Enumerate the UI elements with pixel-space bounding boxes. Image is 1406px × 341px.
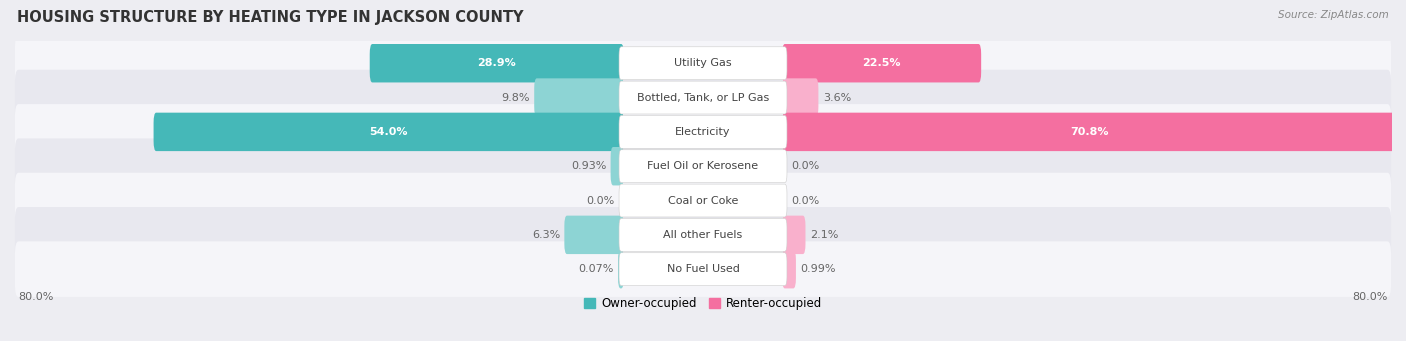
Text: 0.0%: 0.0%: [586, 195, 614, 206]
Text: 80.0%: 80.0%: [1353, 292, 1388, 302]
Text: Electricity: Electricity: [675, 127, 731, 137]
Text: Utility Gas: Utility Gas: [675, 58, 731, 68]
Text: No Fuel Used: No Fuel Used: [666, 264, 740, 274]
Text: 0.07%: 0.07%: [578, 264, 613, 274]
FancyBboxPatch shape: [782, 113, 1398, 151]
FancyBboxPatch shape: [15, 241, 1391, 297]
FancyBboxPatch shape: [153, 113, 624, 151]
FancyBboxPatch shape: [619, 81, 787, 114]
FancyBboxPatch shape: [564, 216, 624, 254]
Text: Bottled, Tank, or LP Gas: Bottled, Tank, or LP Gas: [637, 92, 769, 103]
Text: All other Fuels: All other Fuels: [664, 230, 742, 240]
Text: 0.0%: 0.0%: [792, 161, 820, 171]
FancyBboxPatch shape: [15, 70, 1391, 125]
Text: 54.0%: 54.0%: [370, 127, 408, 137]
FancyBboxPatch shape: [619, 219, 787, 251]
Text: 22.5%: 22.5%: [862, 58, 901, 68]
Text: 0.0%: 0.0%: [792, 195, 820, 206]
FancyBboxPatch shape: [782, 44, 981, 83]
Text: 2.1%: 2.1%: [810, 230, 838, 240]
FancyBboxPatch shape: [15, 173, 1391, 228]
FancyBboxPatch shape: [619, 116, 787, 148]
Text: 80.0%: 80.0%: [18, 292, 53, 302]
Text: 0.99%: 0.99%: [800, 264, 835, 274]
FancyBboxPatch shape: [15, 104, 1391, 160]
FancyBboxPatch shape: [15, 138, 1391, 194]
Text: Coal or Coke: Coal or Coke: [668, 195, 738, 206]
Text: HOUSING STRUCTURE BY HEATING TYPE IN JACKSON COUNTY: HOUSING STRUCTURE BY HEATING TYPE IN JAC…: [17, 10, 523, 25]
FancyBboxPatch shape: [782, 250, 796, 288]
Text: 3.6%: 3.6%: [823, 92, 851, 103]
FancyBboxPatch shape: [534, 78, 624, 117]
FancyBboxPatch shape: [782, 216, 806, 254]
FancyBboxPatch shape: [619, 47, 787, 80]
FancyBboxPatch shape: [619, 250, 624, 288]
Legend: Owner-occupied, Renter-occupied: Owner-occupied, Renter-occupied: [579, 293, 827, 315]
Text: Source: ZipAtlas.com: Source: ZipAtlas.com: [1278, 10, 1389, 20]
FancyBboxPatch shape: [610, 147, 624, 186]
Text: 70.8%: 70.8%: [1070, 127, 1109, 137]
FancyBboxPatch shape: [15, 35, 1391, 91]
Text: 9.8%: 9.8%: [502, 92, 530, 103]
FancyBboxPatch shape: [619, 184, 787, 217]
FancyBboxPatch shape: [15, 207, 1391, 263]
FancyBboxPatch shape: [619, 150, 787, 183]
FancyBboxPatch shape: [619, 253, 787, 286]
Text: 6.3%: 6.3%: [531, 230, 560, 240]
FancyBboxPatch shape: [782, 78, 818, 117]
Text: 0.93%: 0.93%: [571, 161, 606, 171]
Text: Fuel Oil or Kerosene: Fuel Oil or Kerosene: [647, 161, 759, 171]
FancyBboxPatch shape: [370, 44, 624, 83]
Text: 28.9%: 28.9%: [478, 58, 516, 68]
